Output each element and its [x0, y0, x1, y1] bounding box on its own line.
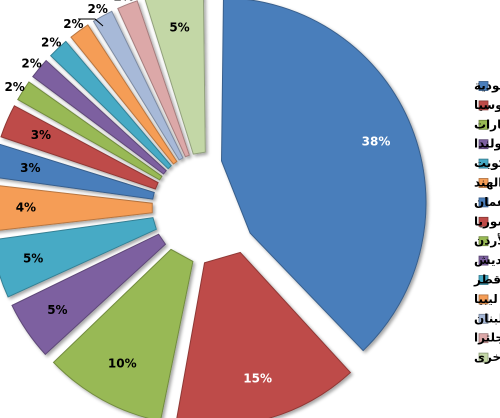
- legend-label: دول أخرى: [474, 349, 500, 365]
- legend-label: روسيا: [474, 98, 500, 113]
- legend-label: بنجلاديش: [474, 253, 500, 267]
- pie-slice-label: 2%: [41, 36, 61, 50]
- legend-label: سوريا: [474, 214, 500, 229]
- pie-slice: [144, 0, 206, 155]
- legend-label: إنجلترا: [474, 331, 500, 345]
- pie-slice-label: 4%: [16, 201, 36, 215]
- pie-slice-label: 15%: [243, 371, 272, 385]
- pie-slice-label: 2%: [63, 17, 83, 31]
- pie-slice: [0, 143, 155, 200]
- pie-slice: [49, 40, 172, 170]
- pie-slice: [221, 0, 427, 352]
- pie-slice: [17, 81, 163, 181]
- legend-label: السعودية: [474, 79, 500, 94]
- legend-label: الأردن: [474, 233, 500, 248]
- pie-slice: [92, 10, 184, 161]
- pie-slice-label: 3%: [20, 161, 40, 175]
- legend-label: الإمارات: [474, 117, 500, 131]
- pie-slice-label: 5%: [23, 251, 43, 265]
- pie-slice: [11, 233, 167, 356]
- pie-slice: [52, 248, 194, 418]
- legend-label: الهند: [474, 176, 500, 190]
- legend-swatch: [478, 313, 489, 324]
- pie-slice: [32, 59, 167, 175]
- legend-swatch: [478, 216, 489, 227]
- legend-swatch: [478, 275, 489, 285]
- legend-label: الكويت: [474, 156, 500, 171]
- pie-slice-label: 2%: [4, 80, 24, 94]
- legend-swatch: [478, 158, 489, 169]
- legend-swatch: [478, 236, 489, 247]
- legend-swatch: [478, 197, 489, 208]
- pie-slice-label: 2%: [114, 0, 134, 4]
- leader-line: [78, 18, 104, 27]
- legend-label: هولندا: [474, 137, 500, 152]
- legend-label: ليبيا: [474, 292, 498, 306]
- pie-slices: [0, 0, 427, 418]
- pie-slice-label: 38%: [362, 135, 391, 149]
- pie-slice: [0, 217, 157, 298]
- pie-slice-label: 10%: [108, 356, 137, 370]
- leader-lines: [78, 18, 104, 27]
- legend-swatch: [478, 119, 489, 130]
- legend-swatch: [478, 294, 489, 305]
- pie-slice-label: 2%: [21, 57, 41, 71]
- pie-slice-labels: 38%15%10%5%5%4%3%3%2%2%2%2%2%2%5%: [4, 0, 390, 385]
- pie-slice: [70, 24, 178, 165]
- legend-swatch: [478, 139, 489, 150]
- legend-label: قطر: [473, 273, 500, 287]
- pie-slice: [176, 251, 352, 418]
- legend-swatch: [478, 100, 489, 111]
- pie-slice: [0, 185, 153, 231]
- legend-label: عمان: [474, 195, 500, 209]
- pie-slice-label: 2%: [87, 2, 107, 16]
- legend-label: لبنان: [474, 311, 500, 325]
- legend-swatch: [478, 255, 489, 266]
- legend: السعودية روسيا الإمارات هولندا الكويت الهند عم…: [473, 79, 500, 366]
- pie-slice-label: 5%: [47, 303, 67, 317]
- pie-slice: [0, 105, 159, 190]
- legend-swatch: [478, 178, 489, 188]
- pie-slice-label: 3%: [31, 128, 51, 142]
- pie-slice: [117, 0, 191, 158]
- legend-swatch: [478, 81, 489, 91]
- pie-slice-label: 5%: [169, 21, 189, 35]
- legend-swatch: [478, 352, 489, 363]
- legend-swatch: [478, 333, 489, 344]
